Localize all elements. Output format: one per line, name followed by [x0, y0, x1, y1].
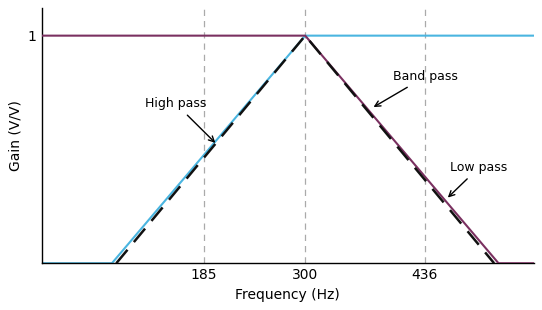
X-axis label: Frequency (Hz): Frequency (Hz): [235, 288, 340, 302]
Text: Band pass: Band pass: [375, 70, 458, 106]
Text: High pass: High pass: [145, 97, 214, 142]
Y-axis label: Gain (V/V): Gain (V/V): [8, 100, 22, 171]
Text: Low pass: Low pass: [449, 161, 507, 197]
